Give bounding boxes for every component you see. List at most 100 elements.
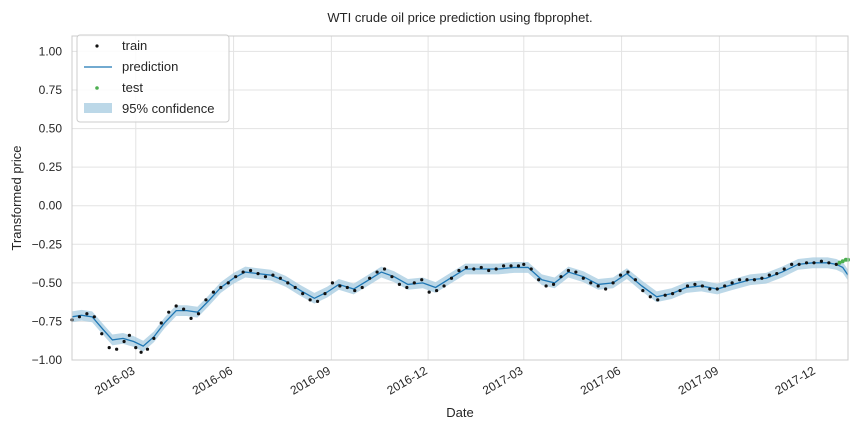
train-point: [122, 339, 126, 344]
y-axis: −1.00 −0.75 −0.50 −0.25 0.00 0.25 0.50 0.75 1.00: [32, 44, 63, 367]
train-point: [390, 275, 394, 279]
train-point: [134, 346, 138, 350]
train-point: [338, 284, 342, 288]
train-point: [804, 261, 809, 265]
train-point: [139, 350, 143, 354]
train-point: [626, 270, 630, 274]
train-point: [167, 310, 171, 314]
train-point: [797, 262, 801, 266]
train-point: [308, 298, 312, 302]
test-series: [837, 257, 850, 265]
legend-test-label: test: [122, 80, 143, 95]
train-point: [611, 281, 615, 285]
train-point: [353, 288, 357, 293]
confidence-band: [72, 257, 848, 352]
train-point: [293, 285, 297, 290]
plot-frame: [71, 35, 849, 361]
train-point: [397, 282, 402, 286]
train-point: [196, 312, 201, 316]
train-point: [286, 281, 290, 285]
train-point: [449, 276, 454, 280]
train-point: [522, 262, 526, 266]
legend: train prediction test 95% confidence: [76, 34, 230, 123]
train-point: [618, 273, 623, 277]
train-point: [730, 281, 734, 285]
train-point: [782, 267, 786, 271]
train-point: [604, 287, 608, 291]
train-point: [723, 284, 727, 288]
train-point: [435, 288, 439, 293]
legend-prediction-label: prediction: [122, 59, 178, 74]
train-point: [382, 267, 387, 271]
train-point: [760, 276, 764, 280]
train-point: [442, 284, 446, 288]
train-point: [174, 304, 178, 308]
train-point: [323, 292, 327, 296]
train-point: [100, 332, 104, 336]
train-point: [92, 315, 96, 319]
legend-confidence-swatch: [84, 103, 112, 113]
test-point: [837, 260, 842, 265]
train-series: [70, 259, 838, 354]
train-point: [211, 290, 215, 294]
train-point: [345, 285, 349, 290]
train-point: [501, 264, 506, 268]
train-point: [464, 265, 468, 270]
train-point: [737, 278, 742, 282]
chart-title: WTI crude oil price prediction using fbp…: [327, 10, 592, 25]
train-point: [182, 307, 186, 311]
train-point: [375, 270, 379, 274]
train-point: [115, 347, 119, 351]
train-point: [412, 281, 416, 285]
train-point: [693, 282, 697, 286]
y-axis-label: Transformed price: [9, 146, 24, 251]
train-point: [487, 268, 491, 273]
train-point: [472, 267, 476, 271]
train-point: [234, 275, 238, 279]
train-point: [263, 275, 268, 279]
train-point: [574, 270, 578, 274]
train-point: [330, 281, 335, 285]
y-tick-label: 0.25: [39, 160, 63, 174]
train-point: [819, 259, 824, 263]
train-point: [700, 284, 704, 288]
train-point: [241, 270, 245, 274]
train-point: [278, 276, 282, 280]
legend-train-marker: [95, 44, 99, 48]
train-point: [537, 278, 541, 282]
train-point: [581, 276, 585, 280]
train-point: [226, 281, 230, 285]
train-point: [656, 298, 660, 302]
train-point: [589, 281, 593, 285]
train-point: [812, 261, 816, 265]
train-point: [248, 268, 253, 273]
train-point: [145, 347, 150, 351]
train-point: [715, 287, 719, 291]
train-point: [708, 287, 712, 291]
legend-box: [76, 34, 230, 123]
train-point: [457, 268, 461, 273]
y-tick-label: 0.00: [39, 199, 63, 213]
train-point: [685, 284, 690, 288]
train-point: [775, 272, 779, 276]
train-point: [405, 285, 409, 290]
train-point: [544, 284, 548, 288]
legend-train-label: train: [122, 38, 147, 53]
train-point: [315, 299, 320, 303]
train-point: [420, 278, 424, 282]
train-point: [107, 346, 111, 350]
y-tick-label: 0.50: [39, 122, 63, 136]
y-tick-label: −0.25: [32, 237, 63, 251]
legend-test-marker: [95, 86, 99, 90]
train-point: [752, 278, 757, 282]
train-point: [271, 273, 275, 277]
train-point: [566, 268, 571, 273]
train-point: [790, 262, 794, 266]
train-point: [479, 265, 483, 270]
train-point: [529, 267, 533, 271]
train-point: [596, 284, 600, 288]
confidence-band-area: [72, 257, 848, 352]
train-point: [494, 267, 498, 271]
train-point: [745, 278, 749, 282]
